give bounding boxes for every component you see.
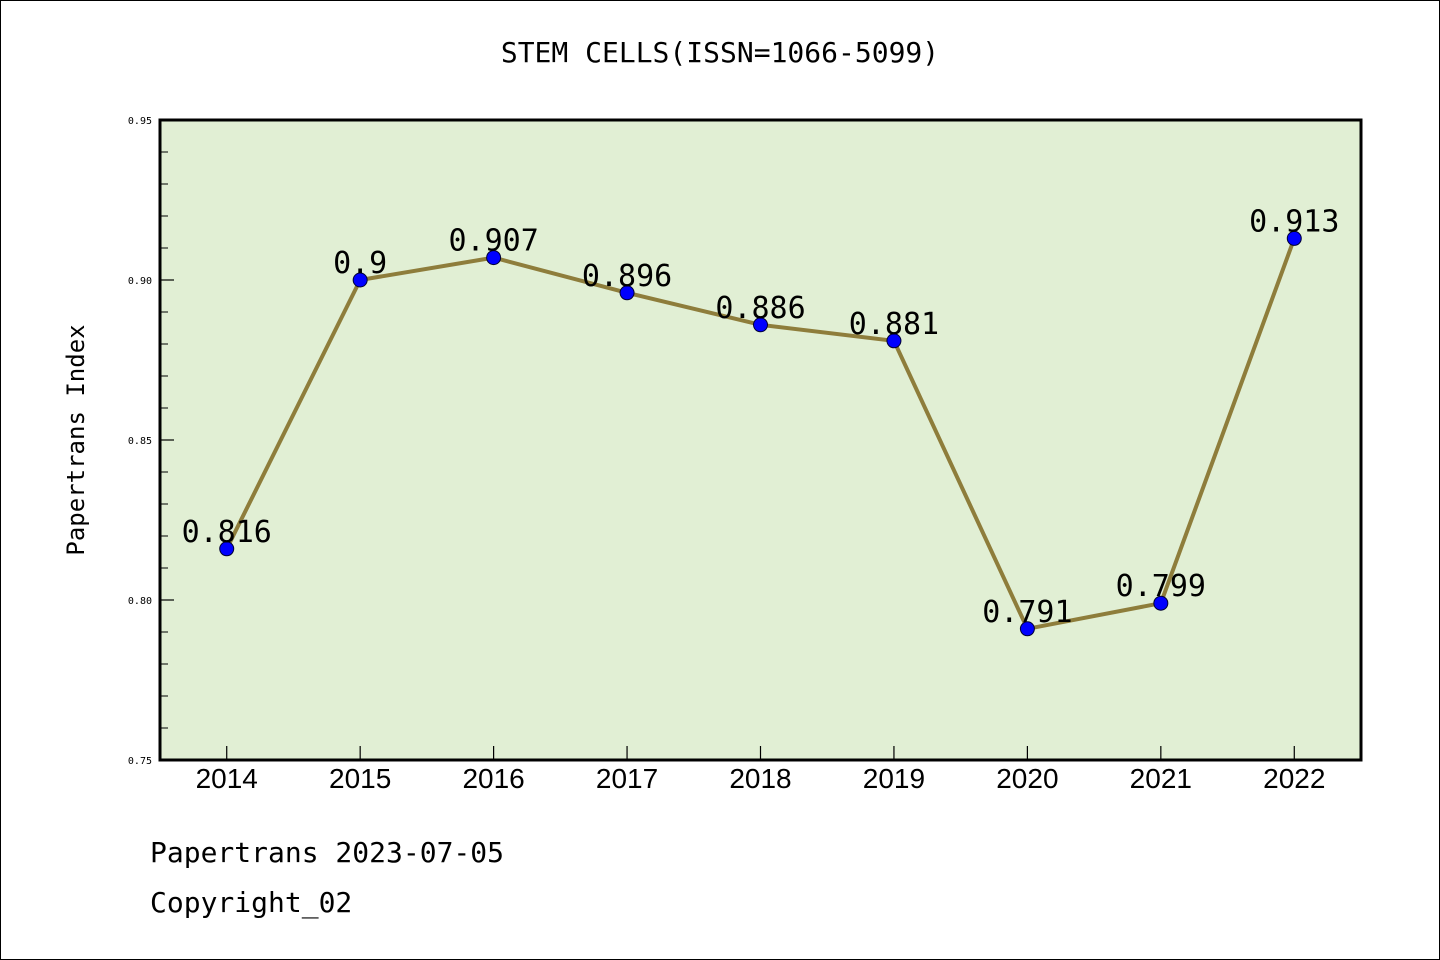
plot-area bbox=[160, 120, 1361, 760]
data-point bbox=[1153, 595, 1169, 611]
x-tick-label: 2021 bbox=[1130, 763, 1192, 794]
data-point bbox=[753, 317, 768, 333]
data-point bbox=[219, 541, 235, 557]
data-labels: 0.816 0.9 0.907 0.896 0.886 0.881 0.791 0.799 0.… bbox=[182, 204, 1340, 629]
data-point bbox=[486, 250, 502, 266]
data-point bbox=[352, 272, 368, 288]
data-label: 0.799 bbox=[1116, 569, 1206, 604]
data-label: 0.881 bbox=[849, 307, 939, 342]
y-tick-label: 0.90 bbox=[128, 276, 152, 287]
y-tick-label: 0.75 bbox=[128, 756, 152, 767]
chart-title: STEM CELLS(ISSN=1066-5099) bbox=[500, 36, 940, 69]
data-point bbox=[619, 285, 635, 301]
plot-border bbox=[158, 118, 1363, 762]
data-label: 0.816 bbox=[182, 515, 272, 550]
footer-source: Papertrans 2023-07-05 bbox=[150, 836, 505, 869]
x-tick-label: 2022 bbox=[1263, 763, 1325, 794]
y-tick-label: 0.80 bbox=[128, 596, 152, 607]
data-label: 0.791 bbox=[982, 595, 1072, 630]
data-label: 0.907 bbox=[448, 224, 538, 259]
data-point bbox=[1286, 230, 1302, 246]
data-points bbox=[219, 230, 1302, 637]
x-tick-label: 2018 bbox=[729, 763, 791, 794]
data-label: 0.913 bbox=[1249, 204, 1339, 239]
x-tick-label: 2017 bbox=[596, 763, 658, 794]
x-tick-label: 2016 bbox=[462, 763, 524, 794]
x-tick-label: 2014 bbox=[196, 763, 258, 794]
y-axis-label: Papertrans Index bbox=[62, 324, 90, 555]
y-tick-label: 0.95 bbox=[128, 116, 152, 127]
y-tick-label: 0.85 bbox=[128, 436, 152, 447]
data-label: 0.886 bbox=[715, 291, 805, 326]
x-tick-label: 2019 bbox=[863, 763, 925, 794]
data-point bbox=[1019, 621, 1035, 637]
footer-copyright: Copyright_02 bbox=[150, 886, 353, 919]
data-point bbox=[886, 333, 902, 349]
data-label: 0.9 bbox=[333, 246, 387, 281]
data-label: 0.896 bbox=[582, 259, 672, 294]
x-tick-label: 2015 bbox=[329, 763, 391, 794]
x-tick-label: 2020 bbox=[996, 763, 1058, 794]
x-axis-ticks: 2014 2015 2016 2017 2018 2019 2020 2021 2022 bbox=[196, 746, 1325, 794]
